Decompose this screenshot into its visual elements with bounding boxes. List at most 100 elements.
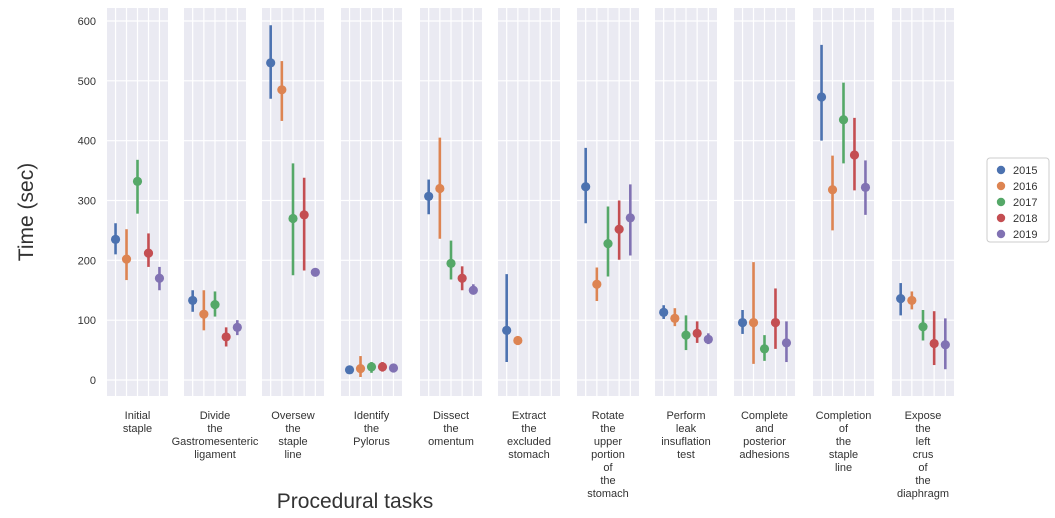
point-2017	[918, 322, 928, 332]
point-2017	[759, 344, 770, 354]
point-2018	[770, 317, 781, 328]
point-2019	[940, 340, 950, 350]
task-label-line: omentum	[428, 436, 474, 448]
point-2018	[377, 362, 388, 372]
y-tick-label: 500	[78, 76, 96, 88]
task-label-line: upper	[594, 436, 622, 448]
task-label-line: ligament	[194, 449, 236, 461]
task-label-line: Divide	[200, 410, 231, 422]
point-2019	[860, 182, 871, 192]
x-axis-title: Procedural tasks	[277, 490, 433, 513]
task-label-line: staple	[123, 423, 152, 435]
legend-label-2018: 2018	[1013, 213, 1037, 225]
task-label-line: the	[915, 423, 930, 435]
point-2016	[592, 279, 602, 289]
point-2016	[199, 309, 209, 319]
point-2016	[670, 313, 680, 323]
y-tick-label: 400	[78, 136, 96, 148]
task-label-line: insuflation	[661, 436, 711, 448]
task-label-0: Initial staple	[123, 410, 152, 435]
task-label-line: of	[918, 462, 928, 474]
point-2017	[603, 238, 613, 249]
point-2016	[277, 85, 287, 95]
task-label-line: crus	[913, 449, 934, 461]
point-2019	[468, 285, 478, 295]
task-label-10: Expose the left crus of the diaphragm	[897, 410, 949, 500]
task-label-line: excluded	[507, 436, 551, 448]
task-label-line: Dissect	[433, 410, 469, 422]
point-2017	[210, 300, 220, 310]
task-label-line: Completion	[816, 410, 872, 422]
point-2018	[692, 328, 702, 338]
point-2018	[849, 150, 860, 160]
point-2018	[299, 210, 309, 220]
point-2016	[121, 254, 132, 264]
task-label-line: Gastromesenteric	[172, 436, 259, 448]
point-2018	[457, 273, 467, 283]
point-2016	[748, 317, 759, 328]
task-label-line: and	[755, 423, 773, 435]
task-label-line: the	[521, 423, 536, 435]
task-label-line: staple	[278, 436, 307, 448]
task-label-line: stomach	[587, 488, 629, 500]
task-label-3: Identify the Pylorus	[353, 410, 390, 448]
task-label-line: the	[285, 423, 300, 435]
point-2015	[896, 294, 906, 304]
legend-label-2015: 2015	[1013, 165, 1037, 177]
point-2015	[424, 191, 434, 201]
task-label-line: diaphragm	[897, 488, 949, 500]
task-label-5: Extract the excluded stomach	[507, 410, 551, 461]
point-2015	[816, 92, 827, 102]
point-2015	[344, 365, 355, 375]
y-tick-label: 300	[78, 196, 96, 208]
task-label-line: line	[284, 449, 301, 461]
task-label-line: Identify	[354, 410, 390, 422]
point-2018	[614, 224, 624, 234]
task-label-line: leak	[676, 423, 697, 435]
task-label-line: Rotate	[592, 410, 624, 422]
task-label-4: Dissect the omentum	[428, 410, 474, 448]
legend-marker-2019	[996, 229, 1006, 239]
point-2016	[355, 364, 366, 374]
task-label-line: the	[207, 423, 222, 435]
task-label-line: the	[836, 436, 851, 448]
legend-marker-2016	[996, 181, 1006, 191]
task-label-8: Complete and posterior adhesions	[739, 410, 790, 461]
point-2018	[221, 332, 231, 342]
point-2016	[827, 185, 838, 195]
point-2016	[513, 335, 523, 346]
point-2015	[110, 234, 121, 244]
point-2019	[154, 273, 165, 283]
point-2016	[435, 183, 445, 194]
task-label-line: of	[839, 423, 849, 435]
task-label-line: adhesions	[739, 449, 790, 461]
point-2017	[446, 258, 456, 268]
y-tick-label: 100	[78, 315, 96, 327]
task-label-line: posterior	[743, 436, 786, 448]
task-label-line: portion	[591, 449, 625, 461]
legend-label-2017: 2017	[1013, 197, 1037, 209]
point-2015	[502, 325, 512, 335]
point-2015	[266, 58, 276, 68]
y-tick-label: 200	[78, 255, 96, 267]
task-label-6: Rotate the upper portion of the stomach	[587, 410, 629, 500]
task-label-2: Oversew the staple line	[271, 410, 314, 461]
legend-marker-2015	[996, 165, 1006, 175]
point-2019	[310, 267, 320, 277]
point-2019	[232, 322, 242, 332]
task-label-line: Complete	[741, 410, 788, 422]
task-label-line: line	[835, 462, 852, 474]
task-label-9: Completion of the staple line	[816, 410, 872, 474]
point-2019	[388, 363, 399, 373]
task-label-line: the	[600, 475, 615, 487]
task-label-line: Initial	[125, 410, 151, 422]
y-tick-label: 600	[78, 16, 96, 28]
task-label-line: the	[364, 423, 379, 435]
point-2019	[703, 334, 713, 344]
task-label-line: stomach	[508, 449, 550, 461]
task-label-line: test	[677, 449, 695, 461]
task-label-line: Perform	[666, 410, 705, 422]
task-label-line: Expose	[905, 410, 942, 422]
